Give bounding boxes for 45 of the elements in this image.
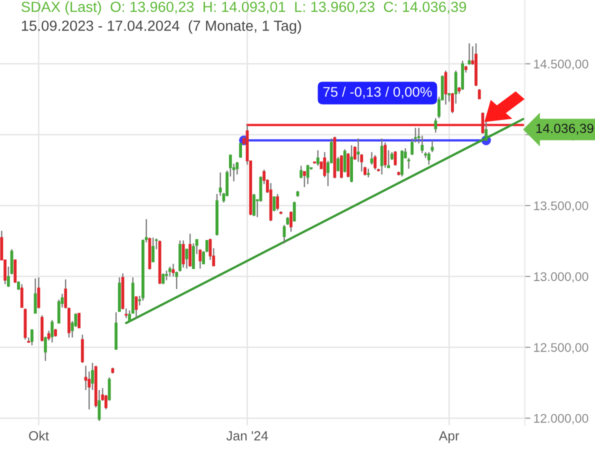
candlestick — [198, 248, 202, 270]
candlestick — [290, 210, 292, 232]
x-tick-label: Apr — [438, 431, 460, 444]
y-tick-label: 13.000,00 — [534, 272, 588, 283]
candlestick — [336, 156, 340, 172]
candlestick — [252, 193, 256, 217]
candlestick — [188, 233, 192, 268]
x-tick-label: Jan '24 — [226, 431, 268, 440]
candlestick — [50, 319, 54, 344]
candlestick — [165, 270, 168, 281]
candlestick — [370, 151, 374, 166]
chart-title: SDAX (Last) O: 13.960,23 H: 14.093,01 L: 13.960,23 C: 14.036,39 — [21, 1, 466, 15]
candlestick — [400, 150, 404, 178]
candlestick — [205, 240, 208, 253]
candlestick — [78, 312, 81, 328]
candlestick — [366, 168, 370, 178]
y-tick-label: 14.500,00 — [534, 60, 588, 70]
candlestick — [276, 193, 279, 211]
candlestick — [162, 272, 165, 285]
candlestick — [306, 164, 310, 185]
y-tick-label: 12.500,00 — [534, 343, 588, 354]
annotation: 75 / -0,13 / 0,00% — [323, 86, 432, 98]
candlestick — [20, 284, 24, 308]
candlestick — [182, 240, 185, 268]
y-tick-label: 12.000,00 — [534, 414, 588, 424]
candlestick — [30, 329, 34, 346]
candlestick — [420, 135, 424, 154]
candlestick — [427, 151, 430, 166]
candlestick — [316, 150, 320, 166]
candlestick — [37, 276, 40, 310]
y-tick-label: 13.500,00 — [534, 201, 588, 212]
candlestick — [185, 248, 188, 270]
candlestick — [34, 278, 37, 314]
candlestick — [272, 196, 276, 212]
text: 15.09.2023 - 17.04.2024 (7 Monate, 1 Tag) — [22, 20, 301, 34]
candlestick — [374, 154, 377, 170]
candlestick — [302, 170, 306, 188]
text: 14.036,39 — [536, 124, 594, 135]
x-tick-label: Okt — [29, 430, 49, 440]
candlestick — [168, 266, 172, 278]
candlestick — [380, 138, 384, 176]
candlestick — [152, 236, 155, 262]
candlestick — [80, 334, 84, 364]
candlestick — [478, 88, 481, 100]
candlestick — [434, 118, 438, 134]
